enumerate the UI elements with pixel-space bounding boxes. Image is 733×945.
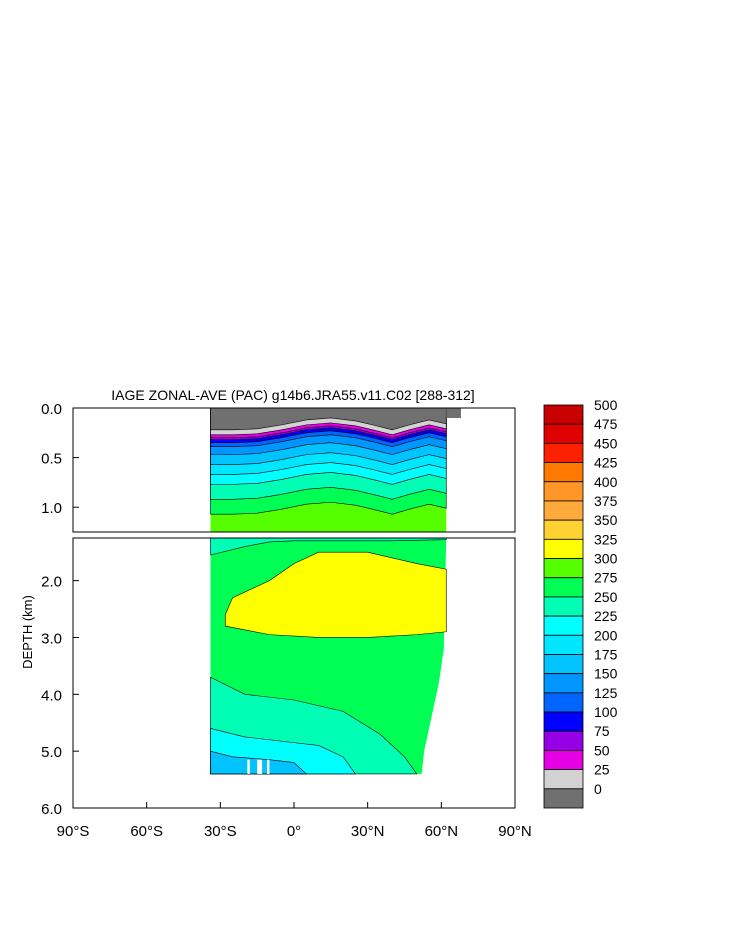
x-tick-label: 90°S	[57, 823, 90, 840]
y-tick-label: 0.0	[41, 401, 62, 418]
age-core-325	[224, 551, 447, 638]
colorbar-swatch	[543, 423, 584, 444]
age-band-shallow	[210, 537, 447, 556]
surface-band	[210, 407, 447, 431]
colorbar-label: 100	[594, 704, 618, 720]
colorbar-label: 200	[594, 627, 618, 643]
colorbar-swatch	[543, 654, 584, 675]
colorbar-swatch	[543, 442, 584, 463]
colorbar-label: 250	[594, 589, 618, 605]
colorbar-label: 425	[594, 455, 618, 471]
x-tick-label: 30°S	[204, 823, 237, 840]
colorbar-label: 350	[594, 512, 618, 528]
y-tick-label: 4.0	[41, 687, 62, 704]
y-tick-label: 2.0	[41, 574, 62, 591]
colorbar-label: 25	[594, 762, 610, 778]
colorbar-label: 375	[594, 493, 618, 509]
y-tick-label: 0.5	[41, 451, 62, 468]
colorbar-label: 400	[594, 474, 618, 490]
colorbar-swatch	[543, 462, 584, 483]
colorbar-label: 0	[594, 781, 602, 797]
x-tick-label: 60°S	[130, 823, 163, 840]
colorbar-swatch	[543, 481, 584, 502]
colorbar-swatch	[543, 673, 584, 694]
colorbar-swatch	[543, 711, 584, 732]
missing-data-gap	[247, 759, 250, 774]
missing-data-gap	[266, 759, 270, 774]
x-tick-label: 90°N	[498, 823, 532, 840]
colorbar-swatch	[543, 558, 584, 579]
colorbar-label: 325	[594, 531, 618, 547]
colorbar-swatch	[543, 615, 584, 636]
chart-title: IAGE ZONAL-AVE (PAC) g14b6.JRA55.v11.C02…	[111, 387, 474, 403]
colorbar-swatch	[543, 404, 584, 425]
colorbar-swatch	[543, 788, 584, 809]
y-tick-label: 1.0	[41, 500, 62, 517]
colorbar-swatch	[543, 730, 584, 751]
missing-data-gap	[257, 759, 263, 774]
colorbar-label: 175	[594, 646, 618, 662]
colorbar-label: 500	[594, 397, 618, 413]
y-axis-label: DEPTH (km)	[20, 595, 35, 669]
bottom-panel: 2.0 3.0 4.0 5.0 6.0 90°S 60°S 30°S 0° 30°N 60°N 90°…	[41, 537, 532, 840]
colorbar-swatch	[543, 634, 584, 655]
colorbar-swatch	[543, 692, 584, 713]
colorbar-label: 125	[594, 685, 618, 701]
y-tick-label: 6.0	[41, 801, 62, 818]
colorbar-label: 150	[594, 666, 618, 682]
colorbar-swatch	[543, 500, 584, 521]
colorbar-label: 450	[594, 435, 618, 451]
colorbar-swatch	[543, 769, 584, 790]
y-tick-label: 5.0	[41, 744, 62, 761]
colorbar-label: 275	[594, 570, 618, 586]
surface-band-north	[446, 408, 461, 418]
y-tick-label: 3.0	[41, 630, 62, 647]
colorbar-label: 300	[594, 551, 618, 567]
colorbar-swatch	[543, 750, 584, 771]
colorbar: 5004754504254003753503253002752502252001…	[543, 397, 618, 809]
x-tick-label: 30°N	[351, 823, 385, 840]
colorbar-swatch	[543, 596, 584, 617]
colorbar-swatch	[543, 538, 584, 559]
top-panel-frame	[72, 407, 516, 533]
colorbar-swatch	[543, 519, 584, 540]
colorbar-label: 475	[594, 416, 618, 432]
top-panel: 0.0 0.5 1.0	[41, 401, 516, 533]
colorbar-swatch	[543, 577, 584, 598]
colorbar-label: 75	[594, 723, 610, 739]
colorbar-label: 225	[594, 608, 618, 624]
x-tick-label: 60°N	[425, 823, 459, 840]
colorbar-label: 50	[594, 742, 610, 758]
x-tick-label: 0°	[287, 823, 301, 840]
